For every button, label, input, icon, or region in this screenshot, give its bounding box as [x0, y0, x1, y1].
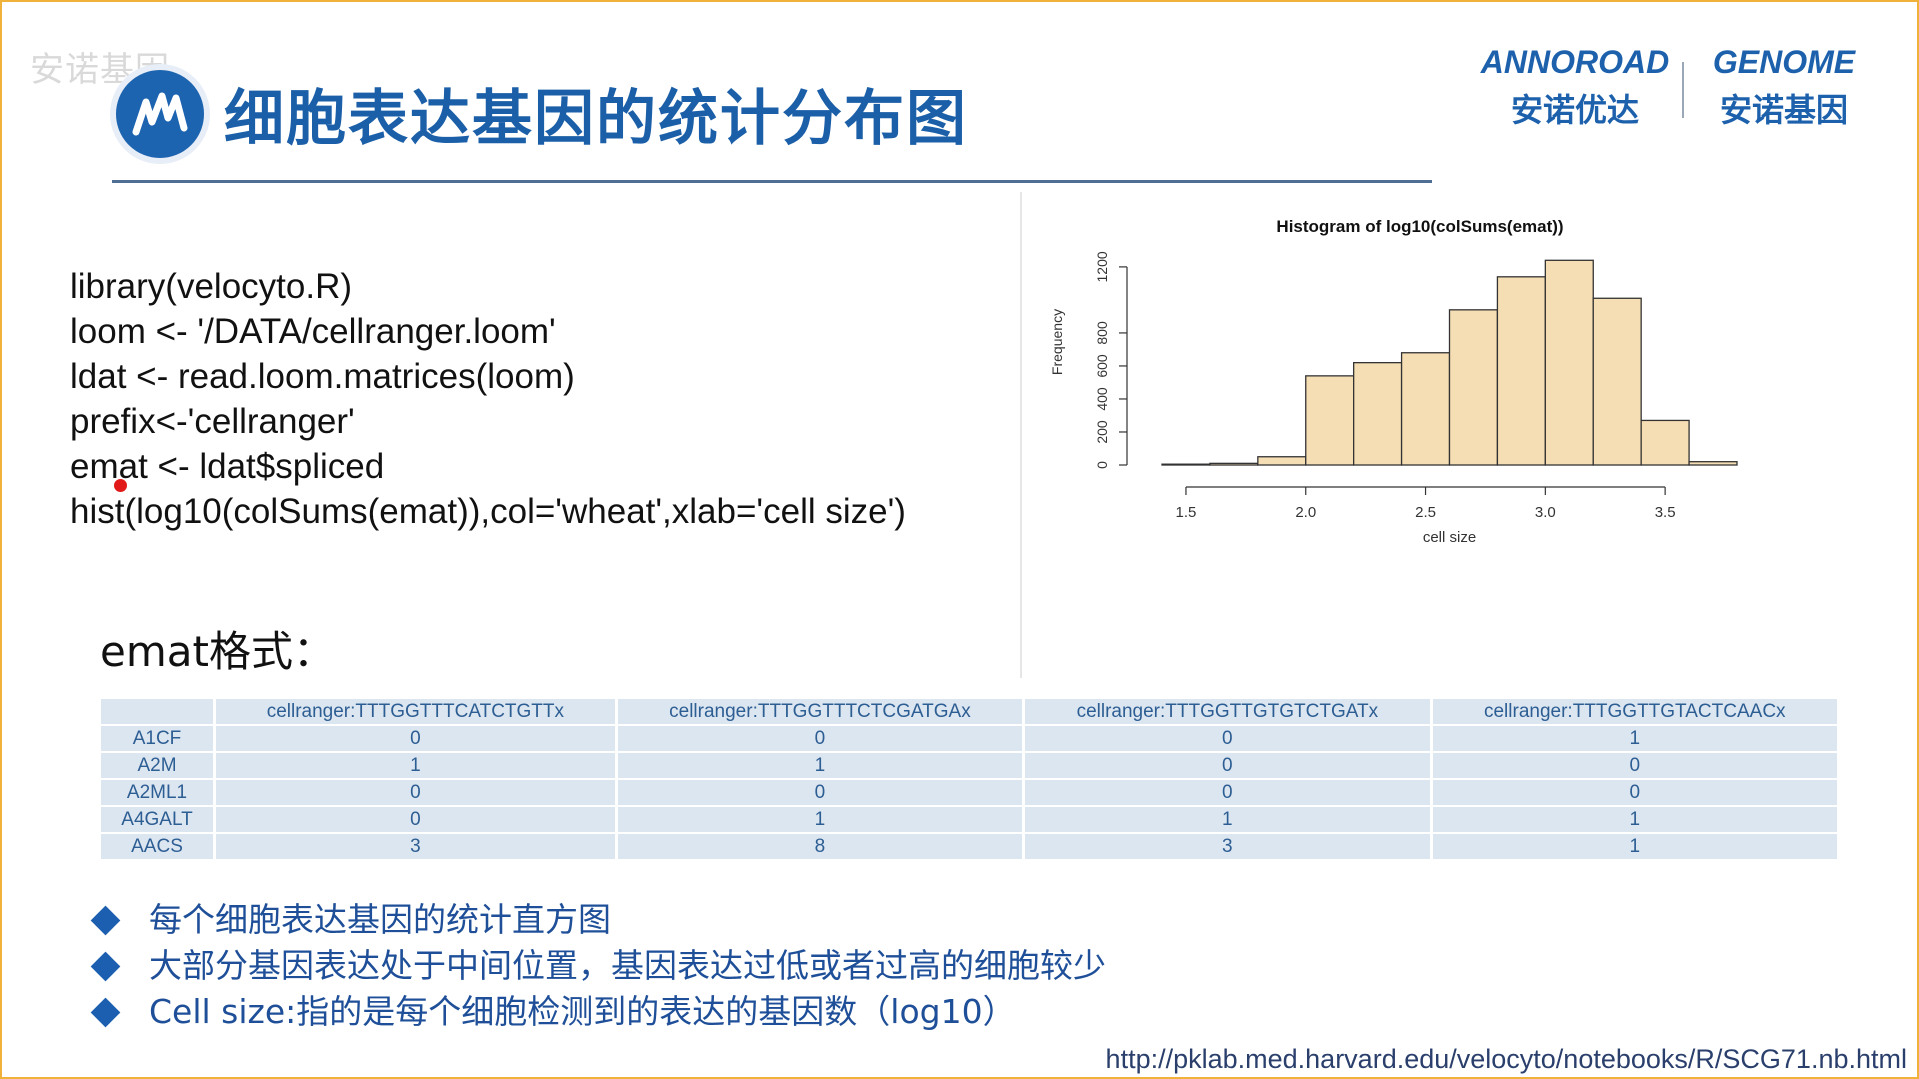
- chart-title: Histogram of log10(colSums(emat)): [1276, 217, 1563, 236]
- brand-genome-en: GENOME: [1712, 44, 1856, 80]
- gene-name-cell: A4GALT: [101, 807, 213, 832]
- list-item: Cell size:指的是每个细胞检测到的表达的基因数（log10）: [87, 989, 1106, 1035]
- x-tick-label: 2.0: [1295, 504, 1316, 521]
- table-cell: 0: [1432, 780, 1837, 805]
- table-cell: 0: [617, 726, 1023, 751]
- histogram-bar: [1640, 419, 1690, 466]
- table-cell: 0: [617, 780, 1023, 805]
- table-cell: 1: [1432, 834, 1837, 859]
- table-cell: 0: [216, 780, 615, 805]
- histogram-bar: [1305, 375, 1355, 466]
- brand-genome-cn: 安诺基因: [1719, 91, 1848, 129]
- histogram-bar: [1209, 462, 1259, 466]
- table-row: AACS 3 8 3 1: [101, 834, 1837, 859]
- page-title: 细胞表达基因的统计分布图: [224, 84, 968, 154]
- gene-name-cell: A2ML1: [101, 780, 213, 805]
- x-axis-label: cell size: [1423, 529, 1476, 546]
- y-axis-label: Frequency: [1049, 309, 1065, 375]
- r-code-block: library(velocyto.R) loom <- '/DATA/cellr…: [70, 264, 906, 534]
- diamond-bullet-icon: [90, 905, 121, 936]
- table-cell: 1: [617, 807, 1023, 832]
- code-line: emat <- ldat$spliced: [70, 447, 385, 486]
- table-cell: 1: [617, 753, 1023, 778]
- y-tick-label: 1200: [1094, 251, 1110, 282]
- company-logo-icon: [110, 64, 210, 164]
- emat-format-label: emat格式：: [100, 627, 335, 676]
- bullet-list: 每个细胞表达基因的统计直方图 大部分基因表达处于中间位置，基因表达过低或者过高的…: [87, 897, 1106, 1035]
- histogram-bar: [1688, 461, 1738, 466]
- code-line: hist(log10(colSums(emat)),col='wheat',xl…: [70, 492, 906, 531]
- histogram-bar: [1400, 352, 1451, 466]
- laser-pointer-dot: [114, 479, 127, 492]
- table-cell: 3: [1025, 834, 1430, 859]
- table-header-row: cellranger:TTTGGTTTCATCTGTTx cellranger:…: [101, 699, 1837, 724]
- table-cell: 1: [216, 753, 615, 778]
- x-tick-label: 1.5: [1176, 504, 1197, 521]
- table-cell: 0: [1432, 753, 1837, 778]
- histogram-bar: [1592, 297, 1642, 466]
- brand-annoroad: ANNOROAD 安诺优达: [1480, 44, 1670, 131]
- table-header-cell: [101, 699, 213, 724]
- table-row: A2ML1 0 0 0 0: [101, 780, 1837, 805]
- histogram-bar: [1448, 309, 1499, 466]
- gene-name-cell: AACS: [101, 834, 213, 859]
- list-item: 每个细胞表达基因的统计直方图: [87, 897, 1106, 943]
- y-tick-label: 600: [1094, 354, 1110, 378]
- code-line: ldat <- read.loom.matrices(loom): [70, 357, 575, 396]
- bullet-text: 大部分基因表达处于中间位置，基因表达过低或者过高的细胞较少: [149, 946, 1106, 985]
- histogram-chart: Histogram of log10(colSums(emat)) 1.5 2.0 2…: [1049, 217, 1738, 546]
- y-tick-label: 200: [1094, 420, 1110, 444]
- table-cell: 0: [216, 807, 615, 832]
- table-header-cell: cellranger:TTTGGTTGTGTCTGATx: [1025, 699, 1430, 724]
- table-cell: 1: [1025, 807, 1430, 832]
- histogram-bar: [1353, 362, 1403, 466]
- table-cell: 1: [1432, 807, 1837, 832]
- table-row: A4GALT 0 1 1 1: [101, 807, 1837, 832]
- code-line: loom <- '/DATA/cellranger.loom': [70, 312, 556, 351]
- table-header-cell: cellranger:TTTGGTTGTACTCAACx: [1432, 699, 1837, 724]
- table-cell: 3: [216, 834, 615, 859]
- gene-name-cell: A2M: [101, 753, 213, 778]
- content-divider: [1020, 192, 1022, 678]
- table-cell: 0: [216, 726, 615, 751]
- code-line: library(velocyto.R): [70, 267, 352, 306]
- brand-annoroad-cn: 安诺优达: [1510, 91, 1639, 129]
- table-header-cell: cellranger:TTTGGTTTCTCGATGAx: [617, 699, 1023, 724]
- x-tick-label: 3.0: [1535, 504, 1556, 521]
- y-tick-label: 0: [1094, 461, 1110, 469]
- bullet-text: 每个细胞表达基因的统计直方图: [149, 900, 611, 939]
- y-tick-label: 400: [1094, 387, 1110, 411]
- table-cell: 0: [1025, 753, 1430, 778]
- table-header-cell: cellranger:TTTGGTTTCATCTGTTx: [216, 699, 615, 724]
- histogram-bar: [1161, 463, 1211, 466]
- y-tick-label: 800: [1094, 321, 1110, 345]
- table-row: A2M 1 1 0 0: [101, 753, 1837, 778]
- diamond-bullet-icon: [90, 951, 121, 982]
- header-divider: [112, 180, 1432, 183]
- table-cell: 0: [1025, 780, 1430, 805]
- histogram-bar: [1544, 259, 1594, 466]
- table-cell: 1: [1432, 726, 1837, 751]
- histogram-bar: [1496, 276, 1546, 466]
- gene-name-cell: A1CF: [101, 726, 213, 751]
- code-line: prefix<-'cellranger': [70, 402, 355, 441]
- bullet-text: Cell size:指的是每个细胞检测到的表达的基因数（log10）: [149, 992, 1016, 1031]
- histogram-bar: [1257, 456, 1307, 466]
- table-cell: 0: [1025, 726, 1430, 751]
- brand-genome: GENOME 安诺基因: [1694, 44, 1874, 131]
- x-tick-label: 2.5: [1415, 504, 1436, 521]
- list-item: 大部分基因表达处于中间位置，基因表达过低或者过高的细胞较少: [87, 943, 1106, 989]
- emat-table: cellranger:TTTGGTTTCATCTGTTx cellranger:…: [98, 697, 1840, 861]
- source-url: http://pklab.med.harvard.edu/velocyto/no…: [1105, 1044, 1907, 1074]
- brand-divider: [1682, 62, 1684, 118]
- diamond-bullet-icon: [90, 997, 121, 1028]
- table-cell: 8: [617, 834, 1023, 859]
- brand-annoroad-en: ANNOROAD: [1480, 44, 1670, 80]
- table-row: A1CF 0 0 0 1: [101, 726, 1837, 751]
- x-tick-label: 3.5: [1655, 504, 1676, 521]
